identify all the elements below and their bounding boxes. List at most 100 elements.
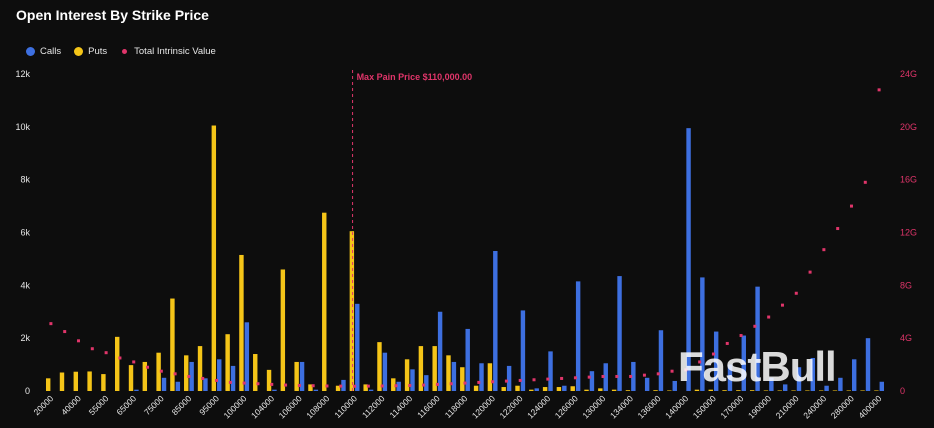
calls-bar — [700, 277, 705, 391]
intrinsic-value-point — [435, 382, 439, 386]
legend-item-calls[interactable]: Calls — [26, 46, 61, 57]
intrinsic-value-point — [242, 381, 246, 385]
x-tick-label: 110000 — [332, 393, 359, 420]
puts-bar — [391, 378, 396, 391]
calls-bar — [575, 281, 581, 391]
calls-bar — [272, 389, 277, 391]
x-tick-label: 134000 — [608, 393, 635, 420]
x-tick-label: 150000 — [691, 393, 718, 420]
bars — [45, 125, 885, 391]
puts-bar — [777, 390, 782, 391]
calls-bar — [603, 363, 608, 391]
calls-bar — [534, 388, 539, 391]
intrinsic-value-point — [270, 382, 274, 386]
intrinsic-dots — [49, 88, 881, 388]
calls-bar — [493, 250, 498, 391]
calls-bar — [451, 361, 457, 391]
intrinsic-value-point — [380, 384, 384, 388]
intrinsic-value-point — [63, 330, 67, 334]
intrinsic-value-point — [849, 204, 853, 208]
intrinsic-value-point — [339, 384, 343, 388]
x-tick-label: 114000 — [388, 393, 415, 420]
intrinsic-value-point — [477, 380, 481, 384]
puts-bar — [115, 336, 120, 391]
calls-bar — [396, 381, 401, 391]
calls-bar — [617, 276, 622, 391]
x-tick-label: 122000 — [497, 393, 524, 420]
puts-bar — [791, 390, 796, 391]
calls-bar — [299, 361, 305, 391]
right-tick-label: 0 — [900, 386, 905, 396]
intrinsic-value-point — [587, 375, 591, 379]
x-tick-label: 75000 — [142, 393, 166, 417]
x-tick-label: 100000 — [221, 393, 248, 420]
calls-bar — [727, 364, 733, 391]
puts-bar — [363, 384, 368, 391]
puts-bar — [818, 390, 824, 391]
calls-bar — [134, 389, 139, 391]
calls-bar — [244, 322, 250, 391]
calls-bar — [382, 352, 388, 391]
x-tick-label: 240000 — [801, 393, 828, 420]
puts-bar — [253, 354, 258, 391]
fastbull-watermark: FastBull — [678, 343, 837, 390]
intrinsic-value-point — [408, 383, 412, 387]
puts-bar — [335, 385, 341, 391]
x-tick-label: 108000 — [304, 393, 331, 420]
intrinsic-value-point — [767, 315, 771, 319]
left-tick-label: 12k — [15, 69, 30, 79]
legend-item-intrinsic[interactable]: Total Intrinsic Value — [120, 46, 216, 57]
intrinsic-value-point — [794, 291, 798, 295]
x-tick-label: 65000 — [114, 393, 138, 417]
puts-bar — [418, 346, 424, 391]
calls-bar — [161, 377, 167, 391]
x-tick-label: 20000 — [32, 393, 56, 417]
calls-bar — [520, 310, 526, 391]
intrinsic-value-point — [491, 380, 495, 384]
puts-bar — [197, 346, 203, 391]
calls-bar — [506, 365, 512, 391]
calls-bar — [741, 335, 746, 391]
calls-bar — [548, 351, 553, 391]
max-pain-label: Max Pain Price $110,000.00 — [357, 72, 473, 82]
legend-item-puts[interactable]: Puts — [74, 46, 107, 57]
left-axis: 0 2k 4k 6k 8k 10k 12k — [15, 69, 30, 396]
calls-bar — [672, 380, 677, 391]
puts-bar — [625, 390, 631, 391]
x-tick-label: 130000 — [580, 393, 607, 420]
calls-bar — [437, 311, 443, 391]
intrinsic-value-point — [325, 384, 329, 388]
puts-bar — [584, 389, 589, 391]
intrinsic-value-point — [394, 384, 398, 388]
puts-bar — [432, 346, 437, 391]
calls-bar — [189, 361, 194, 391]
intrinsic-value-point — [739, 334, 743, 338]
x-tick-label: 116000 — [415, 393, 442, 420]
intrinsic-value-point — [297, 383, 301, 387]
calls-bar — [355, 303, 360, 391]
puts-bar — [156, 352, 161, 391]
legend: Calls Puts Total Intrinsic Value — [26, 46, 229, 57]
x-tick-label: 136000 — [636, 393, 663, 420]
intrinsic-value-point — [366, 384, 370, 388]
puts-bar — [611, 389, 617, 391]
intrinsic-value-point — [256, 382, 260, 386]
intrinsic-value-point — [753, 324, 757, 328]
intrinsic-value-point — [836, 227, 840, 231]
x-tick-label: 400000 — [856, 393, 883, 420]
intrinsic-value-point — [780, 303, 784, 307]
x-tick-label: 120000 — [470, 393, 497, 420]
calls-bar — [341, 379, 346, 391]
puts-bar — [211, 125, 217, 391]
puts-bar — [473, 385, 479, 391]
intrinsic-value-point — [808, 270, 812, 274]
x-tick-label: 40000 — [59, 393, 83, 417]
right-tick-label: 8G — [900, 280, 912, 290]
intrinsic-value-point — [518, 378, 522, 382]
puts-bar — [846, 390, 851, 391]
intrinsic-value-point — [560, 376, 564, 380]
x-tick-label: 95000 — [197, 393, 221, 417]
puts-bar — [87, 371, 92, 391]
calls-bar — [203, 378, 208, 391]
